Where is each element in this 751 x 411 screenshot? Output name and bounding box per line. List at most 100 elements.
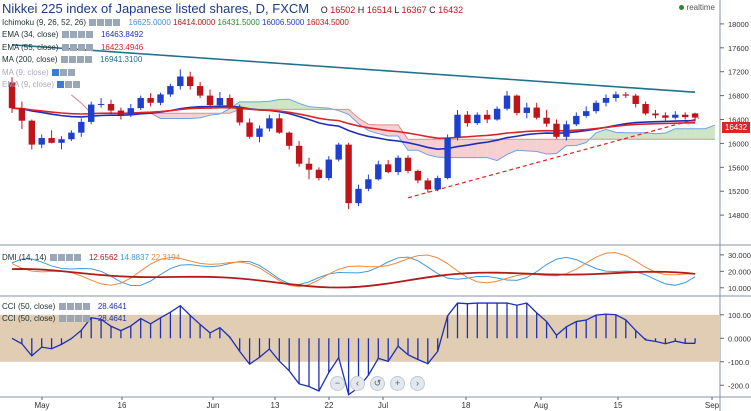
close-icon[interactable] [84,56,92,63]
close-icon[interactable] [82,303,90,310]
cloud-segment [507,139,517,155]
add-icon[interactable] [65,81,73,88]
cloud-segment [249,101,260,110]
dmi-adx-value: 12.6562 [88,253,118,262]
zoom-out-icon[interactable]: − [330,376,345,391]
eye-icon[interactable] [66,303,74,310]
legend-ma200[interactable]: MA (200, close) 16941.3100 [2,54,142,65]
lower-panels [0,252,720,396]
legend-dmi[interactable]: DMI (14, 14) 12.6562 14.8837 22.3194 [2,252,180,263]
add-icon[interactable] [74,303,82,310]
dmi-plus-line [11,256,696,287]
ichimoku-value-4: 16006.5000 [262,18,305,27]
eye-icon[interactable] [57,254,65,261]
eye-icon[interactable] [51,69,59,76]
settings-icon[interactable] [61,31,69,38]
eye-icon[interactable] [97,19,105,26]
close-icon[interactable] [82,315,90,322]
close-icon[interactable] [67,69,75,76]
legend-ema34[interactable]: EMA (34, close) 16463.8492 [2,29,143,40]
y-tick-label: 16000 [728,139,749,148]
cloud-segment [625,132,636,140]
dmi-tick-label: 20.000 [728,267,751,276]
settings-icon[interactable] [58,303,66,310]
candle-body [276,118,283,133]
add-icon[interactable] [77,31,85,38]
x-tick-label: 22 [325,401,334,410]
zoom-in-icon[interactable]: + [390,376,405,391]
eye-icon[interactable] [69,31,77,38]
cci-tick-label: -100.0 [728,358,749,367]
cloud-segment [160,113,171,119]
candle-body [325,159,332,179]
candle-body [573,115,580,125]
candle-body [543,117,550,124]
x-tick-label: May [34,401,49,410]
scroll-left-icon[interactable]: ‹ [350,376,365,391]
cloud-segment [695,128,705,140]
add-icon[interactable] [65,254,73,261]
legend-cci-2[interactable]: CCI (50, close) 28.4641 [2,313,127,324]
add-icon[interactable] [77,44,85,51]
legend-ema9[interactable]: EMA (9, close) [2,79,81,90]
y-tick-label: 17600 [728,44,749,53]
cloud-segment [279,99,290,110]
cloud-segment [457,139,468,158]
cloud-segment [536,139,547,155]
cloud-segment [526,139,537,152]
cci-tick-label: 0.0000 [728,334,751,343]
axes: 18000 17600 17200 16800 16400 16000 15600 15200… [34,20,751,410]
cloud-segment [615,132,626,140]
high-label: H [357,5,365,15]
legend-ichimoku[interactable]: Ichimoku (9, 26, 52, 26) 16625.0000 1641… [2,17,349,28]
realtime-dot-icon [678,5,684,10]
cloud-segment [299,103,309,110]
cloud-segment [596,129,606,140]
eye-icon[interactable] [57,81,65,88]
close-icon[interactable] [85,44,93,51]
eye-icon[interactable] [68,56,76,63]
cloud-segment [497,139,507,161]
candle-body [602,98,610,103]
close-icon[interactable] [73,254,81,261]
cloud-segment [487,139,498,161]
candle-body [137,98,144,109]
y-tick-label: 15200 [728,187,749,196]
candle-body [28,120,35,145]
close-icon[interactable] [73,81,81,88]
x-tick-label: 15 [614,401,623,410]
candle-body [286,132,293,146]
ema55-line [11,106,696,139]
candle-body [414,170,422,181]
ma200-value: 16941.3100 [100,55,143,64]
add-icon[interactable] [59,69,67,76]
scroll-right-icon[interactable]: › [410,376,425,391]
settings-icon[interactable] [89,19,97,26]
close-icon[interactable] [113,19,121,26]
legend-cci-label: CCI (50, close) [2,302,56,311]
candle-body [8,82,16,109]
close-icon[interactable] [85,31,93,38]
candle-body [474,114,481,124]
senkou-span-a [71,94,716,162]
add-icon[interactable] [76,56,84,63]
dmi-minus-line [11,252,696,288]
add-icon[interactable] [74,315,82,322]
ichimoku-value-5: 16034.5000 [306,18,349,27]
cloud-segment [655,132,666,140]
legend-ema55[interactable]: EMA (55, close) 16423.4946 [2,42,143,53]
candle-body [315,169,323,179]
settings-icon[interactable] [58,315,66,322]
settings-icon[interactable] [49,254,57,261]
eye-icon[interactable] [66,315,74,322]
legend-cci[interactable]: CCI (50, close) 28.4641 [2,301,127,312]
settings-icon[interactable] [61,44,69,51]
legend-ma9[interactable]: MA (9, close) [2,67,75,78]
cloud-segment [665,128,676,140]
settings-icon[interactable] [60,56,68,63]
candle-body [533,107,540,118]
eye-icon[interactable] [69,44,77,51]
add-icon[interactable] [105,19,113,26]
reset-icon[interactable]: ↺ [370,376,385,391]
